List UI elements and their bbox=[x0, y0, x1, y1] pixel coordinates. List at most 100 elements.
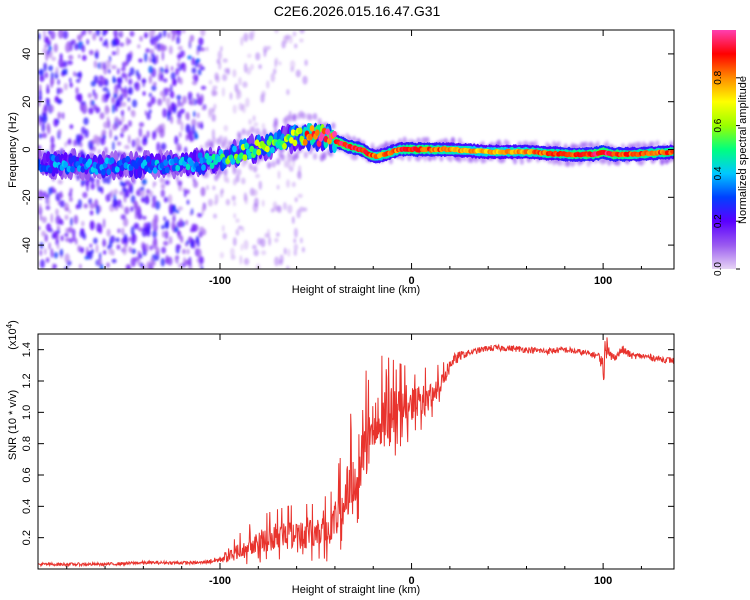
spectrogram-cell bbox=[191, 118, 197, 127]
spectrogram-cell bbox=[256, 149, 262, 156]
colorbar-tick-label: 0.2 bbox=[713, 214, 724, 228]
spectrogram-cell bbox=[222, 224, 225, 232]
spectrogram-cell bbox=[148, 65, 154, 74]
spectrogram-cell bbox=[114, 116, 119, 123]
spectrogram-cell bbox=[115, 98, 120, 107]
spectrogram-cell bbox=[292, 31, 297, 37]
spectrogram-scatter bbox=[38, 30, 674, 269]
spectrogram-cell bbox=[67, 60, 73, 66]
spectrogram-cell bbox=[240, 36, 244, 46]
spectrogram-cell bbox=[132, 99, 138, 108]
spectrogram-cell bbox=[111, 51, 117, 56]
spectrogram-cell bbox=[197, 68, 202, 76]
spectrogram-cell bbox=[223, 139, 228, 147]
spectrogram-cell bbox=[232, 104, 237, 114]
spectrogram-cell bbox=[177, 206, 183, 211]
spectrogram-cell bbox=[96, 204, 100, 215]
spectrogram-cell bbox=[101, 168, 106, 176]
spectrogram-cell bbox=[142, 91, 146, 96]
spectrogram-cell bbox=[56, 118, 60, 125]
spectrogram-cell bbox=[145, 243, 149, 253]
spectrogram-cell bbox=[95, 106, 101, 114]
spectrogram-cell bbox=[152, 167, 158, 174]
spectrogram-cell bbox=[135, 69, 139, 77]
spectrogram-cell bbox=[120, 87, 124, 93]
spectrogram-cell bbox=[208, 79, 213, 85]
spectrogram-cell bbox=[48, 242, 51, 250]
spectrogram-cell bbox=[38, 158, 41, 166]
spectrogram-cell bbox=[38, 226, 41, 231]
spectrogram-cell bbox=[103, 250, 107, 255]
spectrogram-cell bbox=[294, 197, 298, 203]
spectrogram-cell bbox=[200, 66, 205, 71]
spectrogram-cell bbox=[241, 160, 246, 168]
spectrogram-cell bbox=[195, 75, 199, 83]
spectrogram-cell bbox=[121, 72, 127, 79]
spectrogram-cell bbox=[179, 50, 185, 58]
spectrogram-cell bbox=[177, 180, 183, 187]
spectrogram-cell bbox=[108, 240, 113, 249]
spectrogram-cell bbox=[293, 249, 297, 256]
spectrogram-cell bbox=[148, 74, 153, 85]
spectrogram-cell bbox=[121, 227, 125, 236]
spectrogram-cell bbox=[231, 195, 236, 202]
spectrogram-cell bbox=[287, 114, 292, 122]
snr-y-tick-label: 0.6 bbox=[21, 467, 33, 482]
spectrogram-cell bbox=[38, 70, 43, 75]
spectrogram-cell bbox=[65, 207, 70, 212]
spectrogram-cell bbox=[42, 47, 48, 55]
spectrogram-cell bbox=[71, 155, 77, 162]
spectrogram-cell bbox=[123, 61, 128, 67]
spectrogram-cell bbox=[253, 249, 259, 257]
spectrogram-cell bbox=[101, 94, 105, 103]
spectrogram-cell bbox=[283, 202, 287, 211]
spectrogram-cell bbox=[138, 127, 143, 138]
spectrogram-cell bbox=[75, 87, 79, 95]
spectrogram-cell bbox=[101, 77, 107, 86]
spectrogram-cell bbox=[139, 253, 143, 259]
spectrogram-cell bbox=[48, 39, 51, 46]
spectrogram-y-tick-label: -20 bbox=[21, 189, 33, 205]
spectrogram-cell bbox=[223, 125, 229, 132]
spectrogram-cell bbox=[114, 135, 118, 141]
spectrogram-cell bbox=[160, 189, 165, 198]
spectrogram-cell bbox=[56, 228, 61, 234]
spectrogram-cell bbox=[163, 30, 167, 38]
spectrogram-cell bbox=[161, 50, 165, 61]
spectrogram-cell bbox=[264, 145, 270, 153]
spectrogram-cell bbox=[201, 106, 205, 111]
spectrogram-cell bbox=[117, 141, 122, 146]
spectrogram-cell bbox=[148, 92, 152, 98]
spectrogram-cell bbox=[243, 239, 249, 250]
snr-series-line bbox=[38, 337, 674, 568]
spectrogram-cell bbox=[157, 43, 160, 50]
spectrogram-cell bbox=[175, 164, 181, 172]
spectrogram-x-tick-label: 100 bbox=[594, 275, 612, 287]
spectrogram-cell bbox=[128, 72, 132, 78]
spectrogram-cell bbox=[293, 243, 299, 251]
spectrogram-cell bbox=[193, 111, 196, 118]
spectrogram-cell bbox=[148, 109, 152, 114]
spectrogram-cell bbox=[50, 76, 55, 86]
spectrogram-cell bbox=[68, 209, 72, 214]
spectrogram-cell bbox=[448, 155, 453, 163]
spectrogram-cell bbox=[75, 204, 80, 210]
spectrogram-cell bbox=[170, 30, 176, 35]
spectrogram-cell bbox=[57, 179, 63, 185]
spectrogram-cell bbox=[144, 52, 148, 63]
spectrogram-cell bbox=[64, 232, 69, 237]
spectrogram-cell bbox=[60, 235, 64, 242]
spectrogram-cell bbox=[237, 225, 243, 230]
spectrogram-cell bbox=[51, 143, 56, 148]
spectrogram-cell bbox=[57, 98, 63, 104]
spectrogram-cell bbox=[185, 219, 189, 226]
spectrogram-cell bbox=[164, 230, 169, 240]
spectrogram-cell bbox=[53, 43, 58, 53]
spectrogram-cell bbox=[76, 137, 81, 146]
spectrogram-cell bbox=[200, 85, 207, 90]
spectrogram-cell bbox=[88, 198, 93, 205]
spectrogram-cell bbox=[45, 205, 51, 211]
spectrogram-cell bbox=[78, 70, 82, 80]
spectrogram-cell bbox=[134, 81, 140, 92]
spectrogram-cell bbox=[141, 178, 147, 185]
